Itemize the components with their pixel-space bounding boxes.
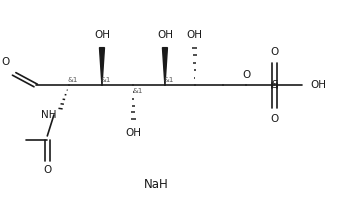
Text: OH: OH [94,30,110,40]
Text: OH: OH [187,30,203,40]
Text: O: O [43,165,52,175]
Text: &1: &1 [68,77,78,83]
Polygon shape [162,48,167,85]
Polygon shape [99,48,104,85]
Text: NH: NH [41,110,57,120]
Text: O: O [270,114,278,124]
Text: S: S [271,81,278,91]
Text: O: O [270,47,278,57]
Text: &1: &1 [101,77,111,83]
Text: NaH: NaH [144,178,169,191]
Text: OH: OH [157,30,173,40]
Text: OH: OH [311,81,327,91]
Text: &1: &1 [132,88,143,94]
Text: &1: &1 [164,77,174,83]
Text: O: O [2,57,10,67]
Text: O: O [242,70,250,80]
Text: OH: OH [125,128,142,138]
